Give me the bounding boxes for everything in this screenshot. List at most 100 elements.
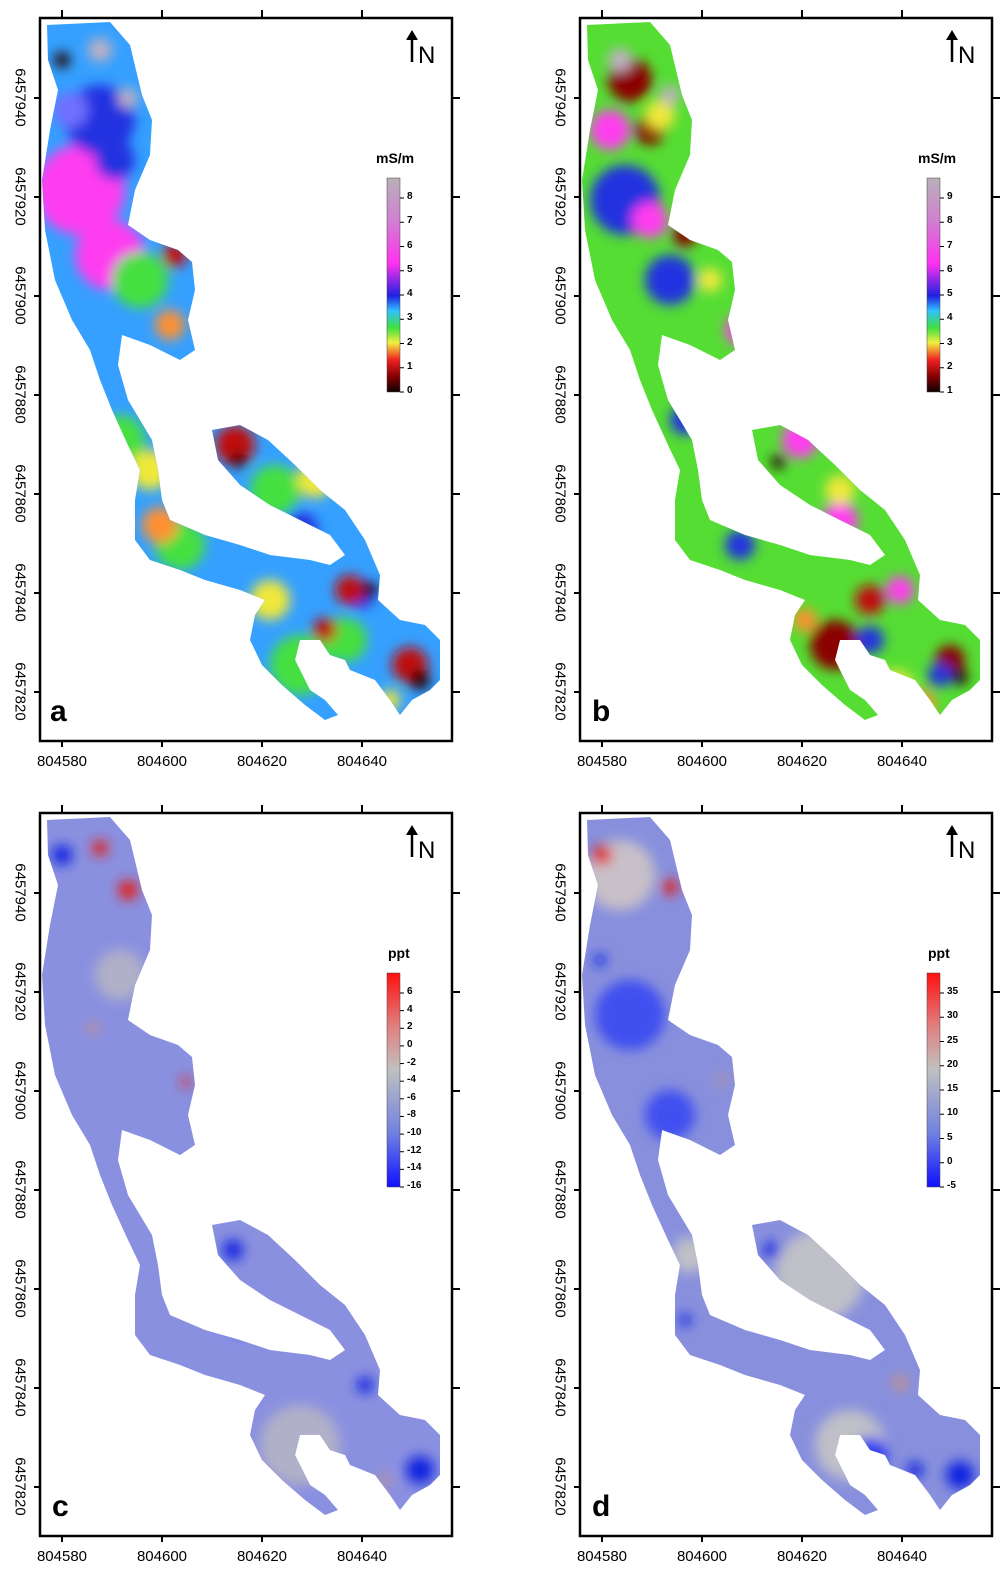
y-tick-label: 6457860 bbox=[11, 464, 29, 523]
colorbar-label: 7 bbox=[947, 239, 953, 251]
colorbar-label: 3 bbox=[407, 312, 413, 324]
map-frame-c bbox=[34, 805, 460, 1542]
colorbar bbox=[386, 177, 401, 393]
raster-patch bbox=[946, 1461, 974, 1489]
raster-patch bbox=[673, 223, 697, 247]
colorbar-label: 9 bbox=[947, 191, 953, 202]
y-tick-label: 6457940 bbox=[551, 863, 569, 922]
x-tick-label: 804620 bbox=[776, 753, 828, 770]
colorbar-unit: mS/m bbox=[918, 150, 957, 166]
colorbar-label: 2 bbox=[947, 360, 953, 372]
y-tick-label: 6457920 bbox=[551, 167, 569, 226]
colorbar-label: 3 bbox=[947, 336, 953, 348]
raster-patch bbox=[92, 840, 108, 856]
north-label: N bbox=[418, 42, 436, 69]
colorbar-label: 7 bbox=[407, 215, 413, 227]
colorbar-label: 0 bbox=[947, 1155, 953, 1167]
raster-patch bbox=[782, 422, 818, 458]
raster-patch bbox=[662, 879, 678, 895]
y-tick-label: 6457940 bbox=[551, 68, 569, 127]
x-tick-label: 804620 bbox=[236, 1548, 288, 1565]
raster-patch bbox=[118, 880, 138, 900]
colorbar-label: -4 bbox=[407, 1074, 416, 1086]
colorbar-label: 25 bbox=[947, 1034, 959, 1046]
colorbar-label: 15 bbox=[947, 1083, 959, 1094]
x-tick-label: 804640 bbox=[876, 753, 928, 770]
raster-patch bbox=[645, 255, 695, 305]
raster-patch bbox=[112, 252, 168, 308]
colorbar-label: -8 bbox=[407, 1109, 416, 1121]
raster-patch bbox=[771, 455, 785, 469]
panel-letter: d bbox=[592, 1490, 611, 1523]
raster-patch bbox=[223, 1240, 243, 1260]
x-tick-label: 804640 bbox=[336, 753, 388, 770]
raster-patch bbox=[698, 268, 722, 292]
map-panel-b: b N mS/m 9 8 7 6 5 4 3 2 1 6457940 6457920 6457900 6… bbox=[540, 0, 1007, 800]
raster-patch bbox=[660, 85, 680, 105]
y-tick-label: 6457880 bbox=[551, 1160, 569, 1219]
colorbar-label: 4 bbox=[407, 288, 413, 299]
raster-patch bbox=[230, 452, 246, 468]
raster-patch bbox=[886, 576, 914, 604]
raster-patch bbox=[793, 608, 817, 632]
raster-patch bbox=[357, 1377, 373, 1393]
y-tick-label: 6457920 bbox=[11, 167, 29, 226]
raster-patch bbox=[410, 670, 430, 690]
colorbar-label: 5 bbox=[407, 263, 413, 275]
raster-patch bbox=[313, 618, 337, 642]
x-tick-label: 804600 bbox=[676, 753, 728, 770]
raster-patch bbox=[825, 475, 855, 505]
raster-patch bbox=[270, 635, 330, 695]
y-tick-label: 6457920 bbox=[551, 962, 569, 1021]
north-label: N bbox=[958, 42, 976, 69]
x-tick-label: 804580 bbox=[36, 753, 88, 770]
raster-patch bbox=[672, 1237, 708, 1273]
raster-patch bbox=[810, 620, 860, 670]
map-border bbox=[578, 811, 994, 1538]
panel-letter: c bbox=[52, 1490, 69, 1523]
colorbar bbox=[926, 177, 941, 393]
y-tick-label: 6457840 bbox=[11, 563, 29, 622]
y-tick-label: 6457900 bbox=[11, 266, 29, 325]
raster-patch bbox=[775, 1230, 865, 1320]
map-panel-a: a N mS/m 8 7 6 5 4 3 2 1 0 6457940 6457920 6457900 6… bbox=[0, 0, 470, 800]
colorbar-label: -6 bbox=[407, 1091, 416, 1103]
raster-patch bbox=[590, 110, 630, 150]
colorbar-label: 0 bbox=[407, 1038, 413, 1050]
raster-patch bbox=[725, 530, 755, 560]
raster-patch bbox=[595, 980, 665, 1050]
raster-patch bbox=[632, 202, 668, 238]
y-tick-label: 6457860 bbox=[11, 1259, 29, 1318]
map-frame-b bbox=[574, 10, 1000, 747]
colorbar-label: 2 bbox=[407, 336, 413, 348]
y-tick-label: 6457880 bbox=[11, 1160, 29, 1219]
raster-patch bbox=[95, 140, 135, 180]
colorbar-label: 2 bbox=[407, 1021, 413, 1033]
colorbar-label: 4 bbox=[947, 312, 953, 324]
lake-raster bbox=[42, 22, 440, 720]
y-tick-label: 6457820 bbox=[11, 662, 29, 721]
colorbar-label: 1 bbox=[407, 360, 413, 372]
colorbar-label: 4 bbox=[407, 1003, 413, 1015]
map-panel-d: d N ppt 35 30 25 20 15 10 5 0 -5 6457940 6457920 64… bbox=[540, 795, 1007, 1595]
colorbar-label: 5 bbox=[947, 1131, 953, 1143]
colorbar-label: -14 bbox=[407, 1162, 422, 1174]
y-tick-label: 6457840 bbox=[11, 1358, 29, 1417]
raster-patch bbox=[764, 1242, 780, 1258]
raster-patch bbox=[250, 580, 290, 620]
y-tick-label: 6457920 bbox=[11, 962, 29, 1021]
raster-patch bbox=[87, 1022, 99, 1034]
raster-patch bbox=[905, 690, 935, 720]
raster-patch bbox=[54, 52, 70, 68]
raster-patch bbox=[181, 1077, 191, 1087]
colorbar-label: 35 bbox=[947, 986, 959, 997]
raster-patch bbox=[220, 1295, 260, 1335]
map-border bbox=[38, 16, 454, 743]
y-tick-label: 6457840 bbox=[551, 1358, 569, 1417]
lake-raster bbox=[582, 22, 980, 720]
raster-patch bbox=[645, 100, 675, 130]
raster-patch bbox=[892, 1375, 908, 1391]
colorbar-label: 10 bbox=[947, 1107, 959, 1119]
raster-patch bbox=[380, 690, 400, 710]
colorbar-label: -12 bbox=[407, 1144, 422, 1156]
